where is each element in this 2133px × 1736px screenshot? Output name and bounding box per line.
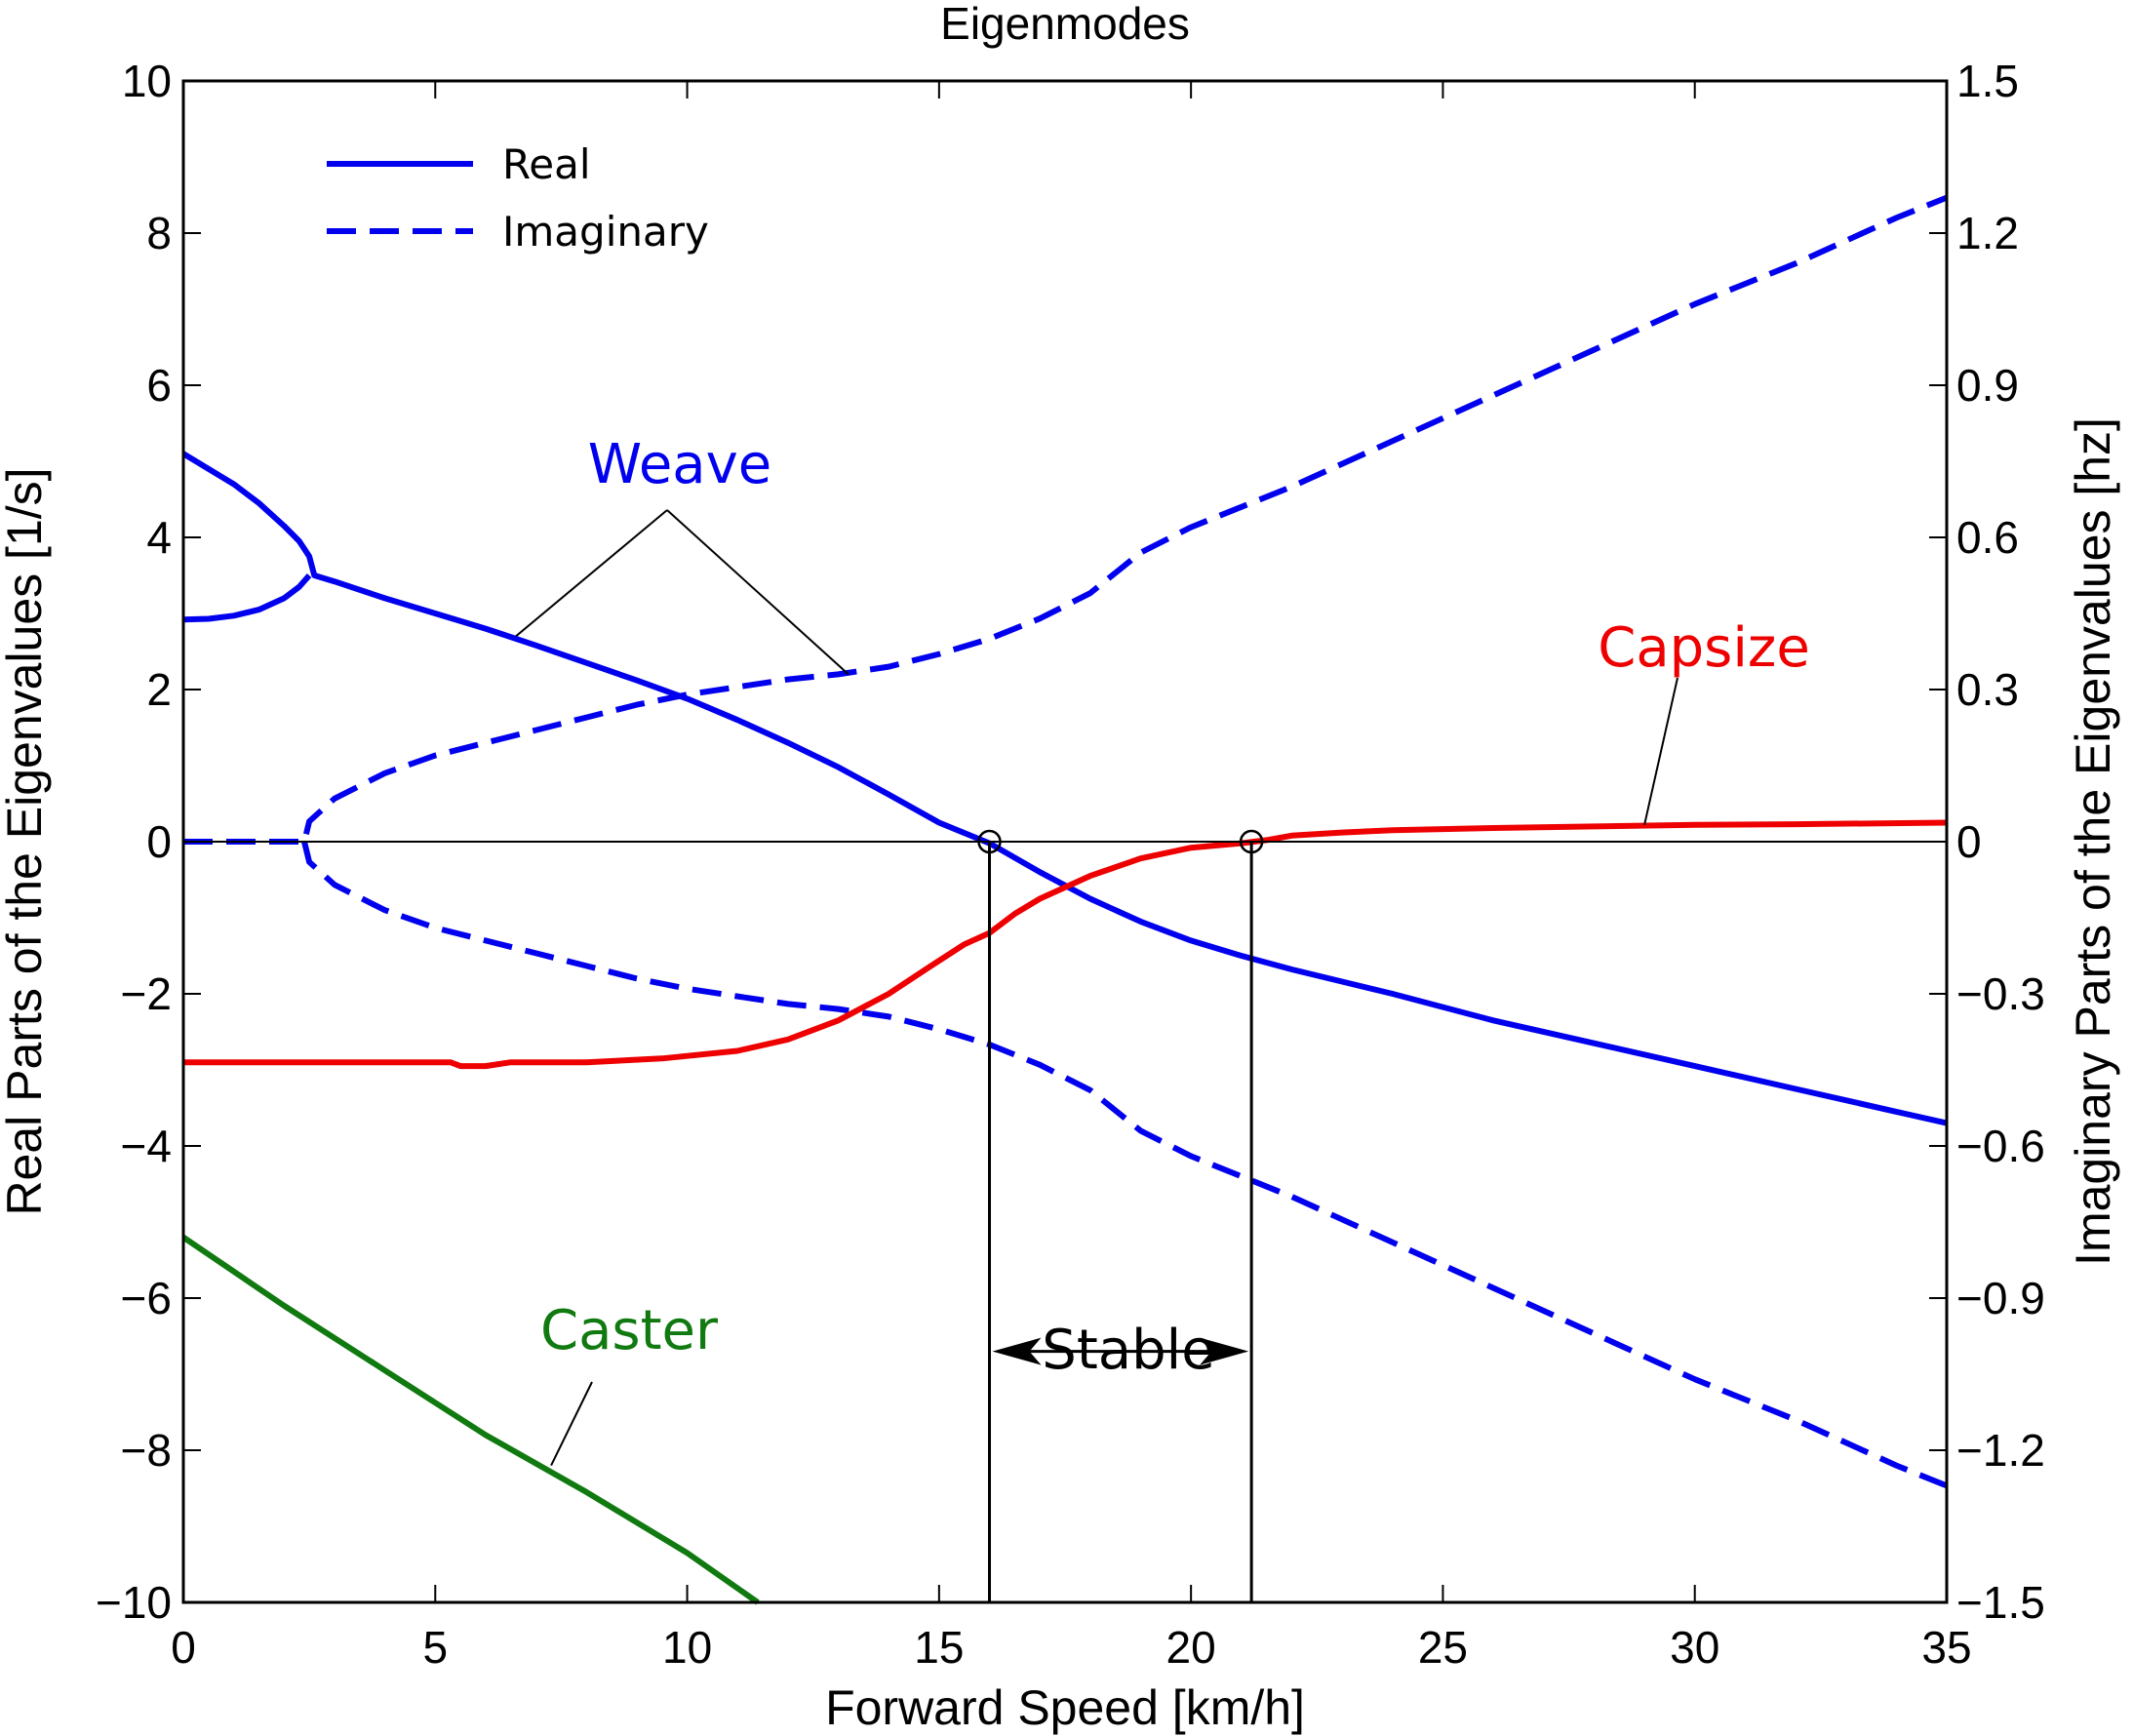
capsize-label: Capsize bbox=[1598, 616, 1810, 680]
right-y-tick-label: 1.5 bbox=[1956, 56, 2019, 106]
x-tick-label: 0 bbox=[171, 1622, 196, 1673]
right-y-tick-label: 1.2 bbox=[1956, 208, 2019, 258]
left-y-tick-label: −10 bbox=[96, 1577, 172, 1628]
left-y-tick-label: −2 bbox=[121, 968, 172, 1019]
x-tick-label: 5 bbox=[422, 1622, 448, 1673]
legend-imaginary-label: Imaginary bbox=[502, 208, 709, 256]
x-axis: 0 5 10 15 20 25 30 35 bbox=[171, 81, 1972, 1673]
right-y-tick-label: −1.5 bbox=[1956, 1577, 2045, 1628]
weave-imag-series-2 bbox=[183, 194, 1949, 845]
capsize-leader bbox=[1643, 677, 1679, 826]
series-layer bbox=[181, 194, 1949, 1605]
chart-title: Eigenmodes bbox=[940, 0, 1190, 49]
left-y-tick-label: −4 bbox=[121, 1121, 172, 1171]
right-y-axis-label: Imaginary Parts of the Eigenvalues [hz] bbox=[2066, 417, 2120, 1266]
x-tick-label: 25 bbox=[1418, 1622, 1468, 1673]
left-y-axis-label: Real Parts of the Eigenvalues [1/s] bbox=[0, 467, 52, 1215]
legend-real-label: Real bbox=[502, 140, 591, 188]
stability-bound-marker-0 bbox=[977, 829, 1002, 854]
weave-leader-imag bbox=[666, 509, 849, 676]
x-tick-label: 30 bbox=[1670, 1622, 1719, 1673]
right-y-tick-label: 0.3 bbox=[1956, 664, 2019, 715]
x-tick-label: 35 bbox=[1921, 1622, 1971, 1673]
weave-real-series-0 bbox=[181, 451, 1948, 1126]
weave-label: Weave bbox=[588, 433, 771, 496]
left-y-tick-label: −8 bbox=[121, 1425, 172, 1476]
right-y-tick-label: −0.9 bbox=[1956, 1273, 2045, 1323]
right-y-tick-label: −0.3 bbox=[1956, 968, 2045, 1019]
caster-label: Caster bbox=[540, 1299, 719, 1362]
caster-real-series-5 bbox=[181, 1235, 760, 1605]
left-y-tick-label: 2 bbox=[146, 664, 172, 715]
left-y-axis: 10 8 6 4 2 0 −2 −4 −6 −8 −10 bbox=[96, 56, 201, 1628]
stability-bound-marker-1 bbox=[1239, 829, 1264, 854]
left-y-tick-label: 0 bbox=[146, 816, 172, 867]
stable-arrow-left-head bbox=[992, 1337, 1042, 1365]
x-tick-label: 15 bbox=[914, 1622, 964, 1673]
right-y-tick-label: −1.2 bbox=[1956, 1425, 2045, 1476]
caster-leader bbox=[550, 1381, 593, 1467]
weave-imag-series-3 bbox=[301, 841, 1949, 1489]
x-tick-label: 20 bbox=[1166, 1622, 1216, 1673]
x-tick-label: 10 bbox=[662, 1622, 712, 1673]
right-y-axis: 1.5 1.2 0.9 0.6 0.3 0 −0.3 −0.6 −0.9 −1.2 −1.5 bbox=[1929, 56, 2045, 1628]
weave-real-series-1 bbox=[182, 573, 312, 623]
left-y-tick-label: 6 bbox=[146, 360, 172, 411]
stable-label: Stable bbox=[1042, 1319, 1214, 1382]
weave-leader-real bbox=[515, 509, 668, 638]
left-y-tick-label: 10 bbox=[122, 56, 172, 106]
right-y-tick-label: 0.9 bbox=[1956, 360, 2019, 411]
capsize-real-series-4 bbox=[183, 819, 1948, 1070]
annotation-layer bbox=[183, 509, 1947, 1602]
legend: Real Imaginary bbox=[327, 140, 709, 256]
left-y-tick-label: 8 bbox=[146, 208, 172, 258]
left-y-tick-label: −6 bbox=[121, 1273, 172, 1323]
x-axis-label: Forward Speed [km/h] bbox=[825, 1680, 1305, 1735]
stable-arrow-right-head bbox=[1200, 1337, 1249, 1365]
right-y-tick-label: 0.6 bbox=[1956, 512, 2019, 563]
right-y-tick-label: −0.6 bbox=[1956, 1121, 2045, 1171]
left-y-tick-label: 4 bbox=[146, 512, 172, 563]
right-y-tick-label: 0 bbox=[1956, 816, 1982, 867]
